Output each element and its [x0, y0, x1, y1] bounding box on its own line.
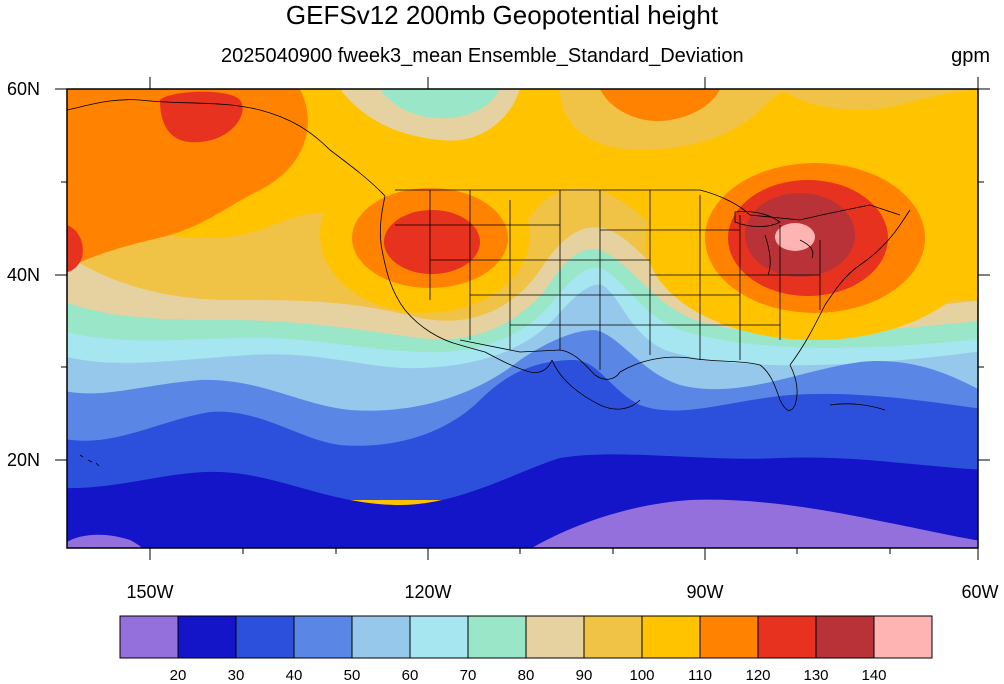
lon-label-60w: 60W — [961, 582, 999, 602]
lon-label-150w: 150W — [126, 582, 174, 602]
hawaii-islands — [79, 454, 100, 467]
colorbar-tick-label: 20 — [169, 667, 187, 684]
contour-110-120-alaska — [67, 89, 308, 270]
colorbar-swatch — [409, 615, 469, 659]
contour-below-20 — [531, 499, 978, 548]
colorbar-swatch — [119, 615, 179, 659]
colorbar-swatch — [351, 615, 411, 659]
colorbar-tick-label: 70 — [459, 667, 477, 684]
colorbar-tick-label: 90 — [575, 667, 593, 684]
colorbar-swatch — [641, 615, 701, 659]
gulf-coastline — [619, 356, 798, 411]
contour-110-120-northcentral — [600, 89, 720, 121]
state-lines-horizontal — [395, 224, 820, 326]
lon-label-90w: 90W — [686, 582, 724, 602]
colorbar-swatch — [815, 615, 875, 659]
colorbar-tick-label: 120 — [745, 667, 771, 684]
mexico-coastline — [551, 359, 641, 410]
colorbar-swatch — [757, 615, 817, 659]
us-east-coastline — [789, 209, 911, 366]
state-lines-vertical — [429, 190, 821, 370]
lake-huron — [799, 239, 814, 259]
caribbean-islands — [829, 403, 886, 411]
lake-michigan — [764, 234, 771, 276]
map-frame — [66, 88, 979, 549]
alaska-canada-coastline — [66, 99, 386, 197]
colorbar-tick-label: 140 — [861, 667, 887, 684]
colorbar-tick-label: 130 — [803, 667, 829, 684]
us-west-coastline — [379, 195, 486, 353]
plot-subtitle: 2025040900 fweek3_mean Ensemble_Standard… — [221, 45, 744, 67]
colorbar-tick-label: 50 — [343, 667, 361, 684]
colorbar-swatch — [235, 615, 295, 659]
colorbar-swatch — [177, 615, 237, 659]
contour-90-100-northeast — [780, 89, 978, 110]
lat-label-40n: 40N — [6, 265, 40, 285]
contour-above-140-ne — [775, 223, 815, 251]
colorbar-tick-label: 30 — [227, 667, 245, 684]
axis-ticks — [55, 77, 990, 560]
lat-label-60n: 60N — [6, 79, 40, 99]
missing-data-patches — [978, 89, 988, 548]
boundaries-layer — [66, 99, 911, 467]
colorbar-swatch — [699, 615, 759, 659]
colorbar-tick-label: 60 — [401, 667, 419, 684]
lake-superior — [734, 211, 781, 227]
plot-title: GEFSv12 200mb Geopotential height — [285, 0, 719, 30]
contour-fill-layer — [67, 89, 978, 548]
colorbar-swatch — [873, 615, 933, 659]
colorbar-swatch — [583, 615, 643, 659]
colorbar-tick-label: 80 — [517, 667, 535, 684]
contour-below-20-west — [67, 534, 143, 548]
lat-label-20n: 20N — [6, 450, 40, 470]
contour-120-130-west-edge — [67, 225, 83, 272]
colorbar — [119, 615, 933, 659]
lon-label-120w: 120W — [404, 582, 452, 602]
contour-70-80-north — [380, 89, 500, 119]
colorbar-tick-label: 100 — [629, 667, 655, 684]
colorbar-swatch — [525, 615, 585, 659]
baja-coastline — [484, 351, 553, 373]
colorbar-tick-label: 40 — [285, 667, 303, 684]
contour-120-130-pnw — [384, 210, 480, 274]
colorbar-swatch — [467, 615, 527, 659]
colorbar-tick-label: 110 — [688, 667, 712, 684]
us-mexico-border — [459, 339, 621, 380]
units-label: gpm — [951, 45, 990, 67]
us-canada-border — [395, 189, 901, 221]
colorbar-swatch — [293, 615, 353, 659]
